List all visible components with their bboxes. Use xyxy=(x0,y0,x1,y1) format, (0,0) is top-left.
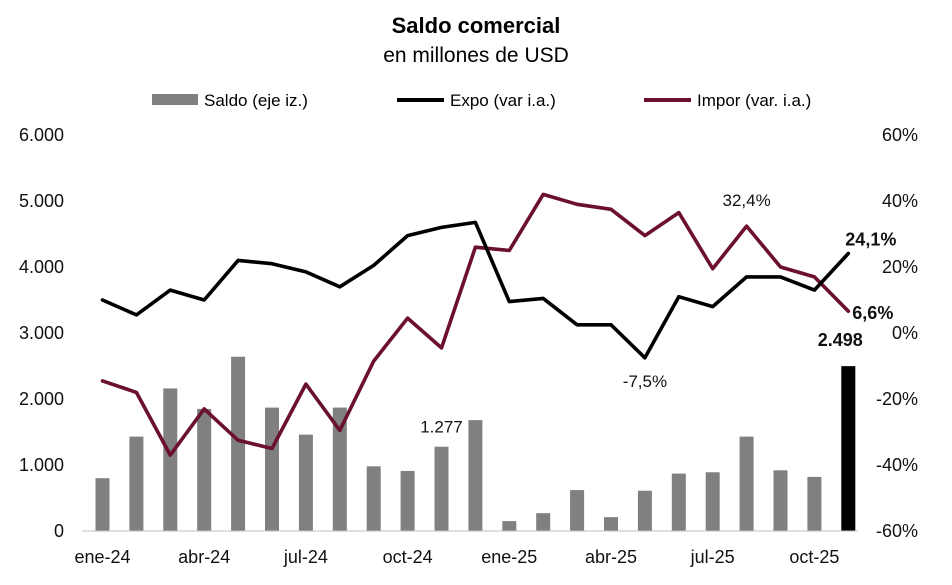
left-tick-label: 3.000 xyxy=(19,323,64,343)
saldo-bar xyxy=(739,436,754,531)
x-axis-ticks: ene-24 abr-24 jul-24 oct-24 ene-25 abr-25 jul-… xyxy=(74,547,839,567)
x-tick-label: abr-25 xyxy=(585,547,637,567)
x-tick-label: jul-25 xyxy=(690,547,735,567)
left-tick-label: 0 xyxy=(54,521,64,541)
right-tick-label: 20% xyxy=(882,257,918,277)
saldo-bar xyxy=(671,473,686,531)
saldo-bar xyxy=(570,490,585,531)
left-tick-label: 2.000 xyxy=(19,389,64,409)
data-label: 1.277 xyxy=(420,418,463,437)
saldo-bar xyxy=(332,407,347,531)
saldo-bar xyxy=(129,436,144,531)
left-axis-ticks: 0 1.000 2.000 3.000 4.000 5.000 6.000 xyxy=(19,125,64,541)
saldo-bar xyxy=(807,476,822,531)
legend-label-expo: Expo (var i.a.) xyxy=(450,91,556,110)
left-tick-label: 6.000 xyxy=(19,125,64,145)
saldo-bar xyxy=(163,388,178,531)
data-annotations: 1.277 2.498 -7,5% 32,4% 24,1% 6,6% xyxy=(420,191,896,437)
x-tick-label: jul-24 xyxy=(283,547,328,567)
saldo-bar xyxy=(231,356,246,531)
saldo-bar xyxy=(400,470,415,531)
saldo-bar xyxy=(95,478,110,531)
saldo-bar xyxy=(366,466,381,531)
series-lines xyxy=(100,192,851,457)
left-tick-label: 4.000 xyxy=(19,257,64,277)
saldo-bar xyxy=(298,434,313,531)
saldo-bar xyxy=(637,490,652,531)
x-tick-label: abr-24 xyxy=(178,547,230,567)
x-tick-label: ene-25 xyxy=(481,547,537,567)
data-label: -7,5% xyxy=(623,372,667,391)
right-tick-label: 0% xyxy=(892,323,918,343)
x-tick-label: ene-24 xyxy=(74,547,130,567)
right-tick-label: -60% xyxy=(876,521,918,541)
saldo-bars xyxy=(95,356,856,531)
saldo-bar xyxy=(536,513,551,531)
data-label: 24,1% xyxy=(845,229,896,249)
chart-subtitle: en millones de USD xyxy=(383,44,569,67)
saldo-bar xyxy=(197,408,212,531)
right-tick-label: 60% xyxy=(882,125,918,145)
legend-swatch-saldo xyxy=(152,94,198,105)
saldo-bar xyxy=(502,521,517,531)
chart-title: Saldo comercial xyxy=(392,13,561,38)
legend: Saldo (eje iz.) Expo (var i.a.) Impor (v… xyxy=(152,91,811,110)
saldo-bar xyxy=(265,407,279,531)
saldo-bar xyxy=(841,366,856,531)
saldo-bar xyxy=(468,420,483,531)
impor-line xyxy=(100,192,851,457)
legend-label-impor: Impor (var. i.a.) xyxy=(697,91,811,110)
left-tick-label: 5.000 xyxy=(19,191,64,211)
data-label: 2.498 xyxy=(818,330,863,350)
right-tick-label: -40% xyxy=(876,455,918,475)
saldo-bar xyxy=(705,472,720,531)
x-tick-label: oct-24 xyxy=(383,547,433,567)
data-label: 6,6% xyxy=(852,303,893,323)
right-tick-label: -20% xyxy=(876,389,918,409)
data-label: 32,4% xyxy=(722,191,770,210)
saldo-bar xyxy=(434,446,449,531)
left-tick-label: 1.000 xyxy=(19,455,64,475)
right-tick-label: 40% xyxy=(882,191,918,211)
right-axis-ticks: -60% -40% -20% 0% 20% 40% 60% xyxy=(876,125,918,541)
x-tick-label: oct-25 xyxy=(789,547,839,567)
expo-line xyxy=(100,220,851,360)
saldo-bar xyxy=(604,517,618,531)
saldo-bar xyxy=(773,470,788,531)
legend-label-saldo: Saldo (eje iz.) xyxy=(204,91,308,110)
